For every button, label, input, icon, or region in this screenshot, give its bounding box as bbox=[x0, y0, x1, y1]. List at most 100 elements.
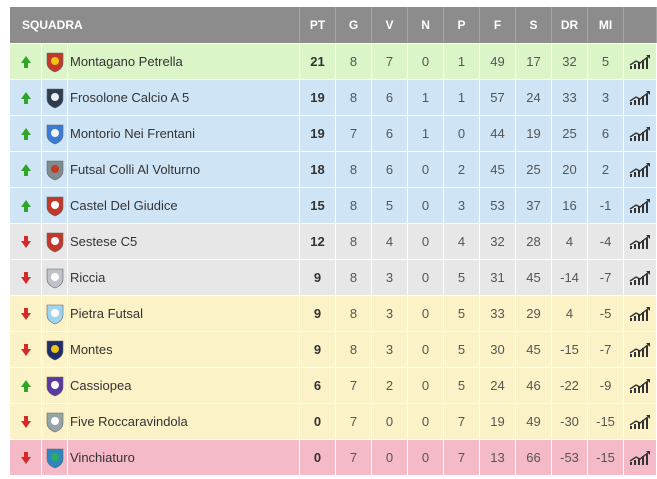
table-row[interactable]: Riccia 9 8 3 0 5 31 45 -14 -7 bbox=[10, 259, 657, 295]
trend-chart-icon[interactable] bbox=[629, 341, 651, 357]
club-logo-cell bbox=[42, 43, 68, 79]
arrow-up-icon bbox=[20, 380, 31, 392]
stat-s: 49 bbox=[516, 403, 553, 439]
stat-dr: 16 bbox=[552, 187, 589, 223]
stat-pt: 12 bbox=[300, 223, 337, 259]
table-row[interactable]: Montagano Petrella 21 8 7 0 1 49 17 32 5 bbox=[10, 43, 657, 79]
trend-chart-icon[interactable] bbox=[629, 413, 651, 429]
stat-s: 37 bbox=[516, 187, 553, 223]
trend-chart-icon[interactable] bbox=[629, 197, 651, 213]
stat-dr: -30 bbox=[552, 403, 589, 439]
club-logo-cell bbox=[42, 79, 68, 115]
arrow-down-icon bbox=[20, 452, 31, 464]
arrow-up-icon bbox=[20, 56, 31, 68]
stat-dr: -15 bbox=[552, 331, 589, 367]
table-row[interactable]: Castel Del Giudice 15 8 5 0 3 53 37 16 -1 bbox=[10, 187, 657, 223]
team-name[interactable]: Riccia bbox=[68, 259, 301, 295]
stat-s: 66 bbox=[516, 439, 553, 475]
header-pt: PT bbox=[300, 7, 337, 43]
trend-chart-cell[interactable] bbox=[624, 115, 657, 151]
stat-f: 45 bbox=[480, 151, 517, 187]
stat-g: 8 bbox=[336, 331, 373, 367]
stat-f: 13 bbox=[480, 439, 517, 475]
trend-chart-cell[interactable] bbox=[624, 259, 657, 295]
trend-arrow-cell bbox=[10, 403, 42, 439]
team-name[interactable]: Sestese C5 bbox=[68, 223, 301, 259]
stat-n: 0 bbox=[408, 295, 445, 331]
trend-chart-cell[interactable] bbox=[624, 223, 657, 259]
stat-g: 7 bbox=[336, 115, 373, 151]
trend-chart-icon[interactable] bbox=[629, 233, 651, 249]
trend-chart-icon[interactable] bbox=[629, 305, 651, 321]
stat-n: 0 bbox=[408, 151, 445, 187]
stat-n: 1 bbox=[408, 115, 445, 151]
trend-chart-icon[interactable] bbox=[629, 269, 651, 285]
trend-chart-cell[interactable] bbox=[624, 151, 657, 187]
team-name[interactable]: Cassiopea bbox=[68, 367, 301, 403]
table-row[interactable]: Montes 9 8 3 0 5 30 45 -15 -7 bbox=[10, 331, 657, 367]
team-name[interactable]: Montagano Petrella bbox=[68, 43, 301, 79]
stat-s: 17 bbox=[516, 43, 553, 79]
stat-v: 3 bbox=[372, 331, 409, 367]
stat-pt: 19 bbox=[300, 79, 337, 115]
table-row[interactable]: Five Roccaravindola 0 7 0 0 7 19 49 -30 -15 bbox=[10, 403, 657, 439]
stat-pt: 18 bbox=[300, 151, 337, 187]
trend-chart-icon[interactable] bbox=[629, 161, 651, 177]
standings-body: Montagano Petrella 21 8 7 0 1 49 17 32 5 Frosolone… bbox=[10, 43, 657, 475]
club-crest-icon bbox=[44, 52, 66, 72]
trend-chart-cell[interactable] bbox=[624, 439, 657, 475]
trend-chart-icon[interactable] bbox=[629, 377, 651, 393]
trend-chart-cell[interactable] bbox=[624, 187, 657, 223]
club-crest-icon bbox=[44, 124, 66, 144]
club-logo-cell bbox=[42, 259, 68, 295]
stat-f: 32 bbox=[480, 223, 517, 259]
arrow-down-icon bbox=[20, 308, 31, 320]
table-row[interactable]: Pietra Futsal 9 8 3 0 5 33 29 4 -5 bbox=[10, 295, 657, 331]
stat-g: 8 bbox=[336, 43, 373, 79]
stat-g: 8 bbox=[336, 151, 373, 187]
stat-v: 5 bbox=[372, 187, 409, 223]
stat-pt: 19 bbox=[300, 115, 337, 151]
club-crest-icon bbox=[44, 196, 66, 216]
stat-n: 0 bbox=[408, 331, 445, 367]
stat-g: 7 bbox=[336, 403, 373, 439]
team-name[interactable]: Frosolone Calcio A 5 bbox=[68, 79, 301, 115]
team-name[interactable]: Futsal Colli Al Volturno bbox=[68, 151, 301, 187]
stat-p: 0 bbox=[444, 115, 481, 151]
trend-chart-cell[interactable] bbox=[624, 403, 657, 439]
table-row[interactable]: Frosolone Calcio A 5 19 8 6 1 1 57 24 33 3 bbox=[10, 79, 657, 115]
trend-chart-cell[interactable] bbox=[624, 295, 657, 331]
team-name[interactable]: Five Roccaravindola bbox=[68, 403, 301, 439]
stat-n: 0 bbox=[408, 403, 445, 439]
stat-s: 28 bbox=[516, 223, 553, 259]
table-row[interactable]: Cassiopea 6 7 2 0 5 24 46 -22 -9 bbox=[10, 367, 657, 403]
table-row[interactable]: Futsal Colli Al Volturno 18 8 6 0 2 45 25 20 2 bbox=[10, 151, 657, 187]
team-name[interactable]: Montes bbox=[68, 331, 301, 367]
trend-chart-cell[interactable] bbox=[624, 79, 657, 115]
stat-n: 1 bbox=[408, 79, 445, 115]
stat-f: 31 bbox=[480, 259, 517, 295]
trend-chart-icon[interactable] bbox=[629, 125, 651, 141]
table-row[interactable]: Vinchiaturo 0 7 0 0 7 13 66 -53 -15 bbox=[10, 439, 657, 475]
team-name[interactable]: Montorio Nei Frentani bbox=[68, 115, 301, 151]
stat-dr: 4 bbox=[552, 223, 589, 259]
stat-s: 19 bbox=[516, 115, 553, 151]
table-row[interactable]: Sestese C5 12 8 4 0 4 32 28 4 -4 bbox=[10, 223, 657, 259]
stat-p: 5 bbox=[444, 295, 481, 331]
header-trend bbox=[624, 7, 657, 43]
stat-mi: -15 bbox=[588, 403, 625, 439]
stat-dr: -14 bbox=[552, 259, 589, 295]
stat-n: 0 bbox=[408, 187, 445, 223]
trend-arrow-cell bbox=[10, 367, 42, 403]
trend-chart-cell[interactable] bbox=[624, 43, 657, 79]
trend-chart-cell[interactable] bbox=[624, 331, 657, 367]
trend-chart-icon[interactable] bbox=[629, 89, 651, 105]
stat-mi: -15 bbox=[588, 439, 625, 475]
team-name[interactable]: Vinchiaturo bbox=[68, 439, 301, 475]
table-row[interactable]: Montorio Nei Frentani 19 7 6 1 0 44 19 25 6 bbox=[10, 115, 657, 151]
team-name[interactable]: Castel Del Giudice bbox=[68, 187, 301, 223]
team-name[interactable]: Pietra Futsal bbox=[68, 295, 301, 331]
trend-chart-cell[interactable] bbox=[624, 367, 657, 403]
trend-chart-icon[interactable] bbox=[629, 53, 651, 69]
trend-chart-icon[interactable] bbox=[629, 449, 651, 465]
